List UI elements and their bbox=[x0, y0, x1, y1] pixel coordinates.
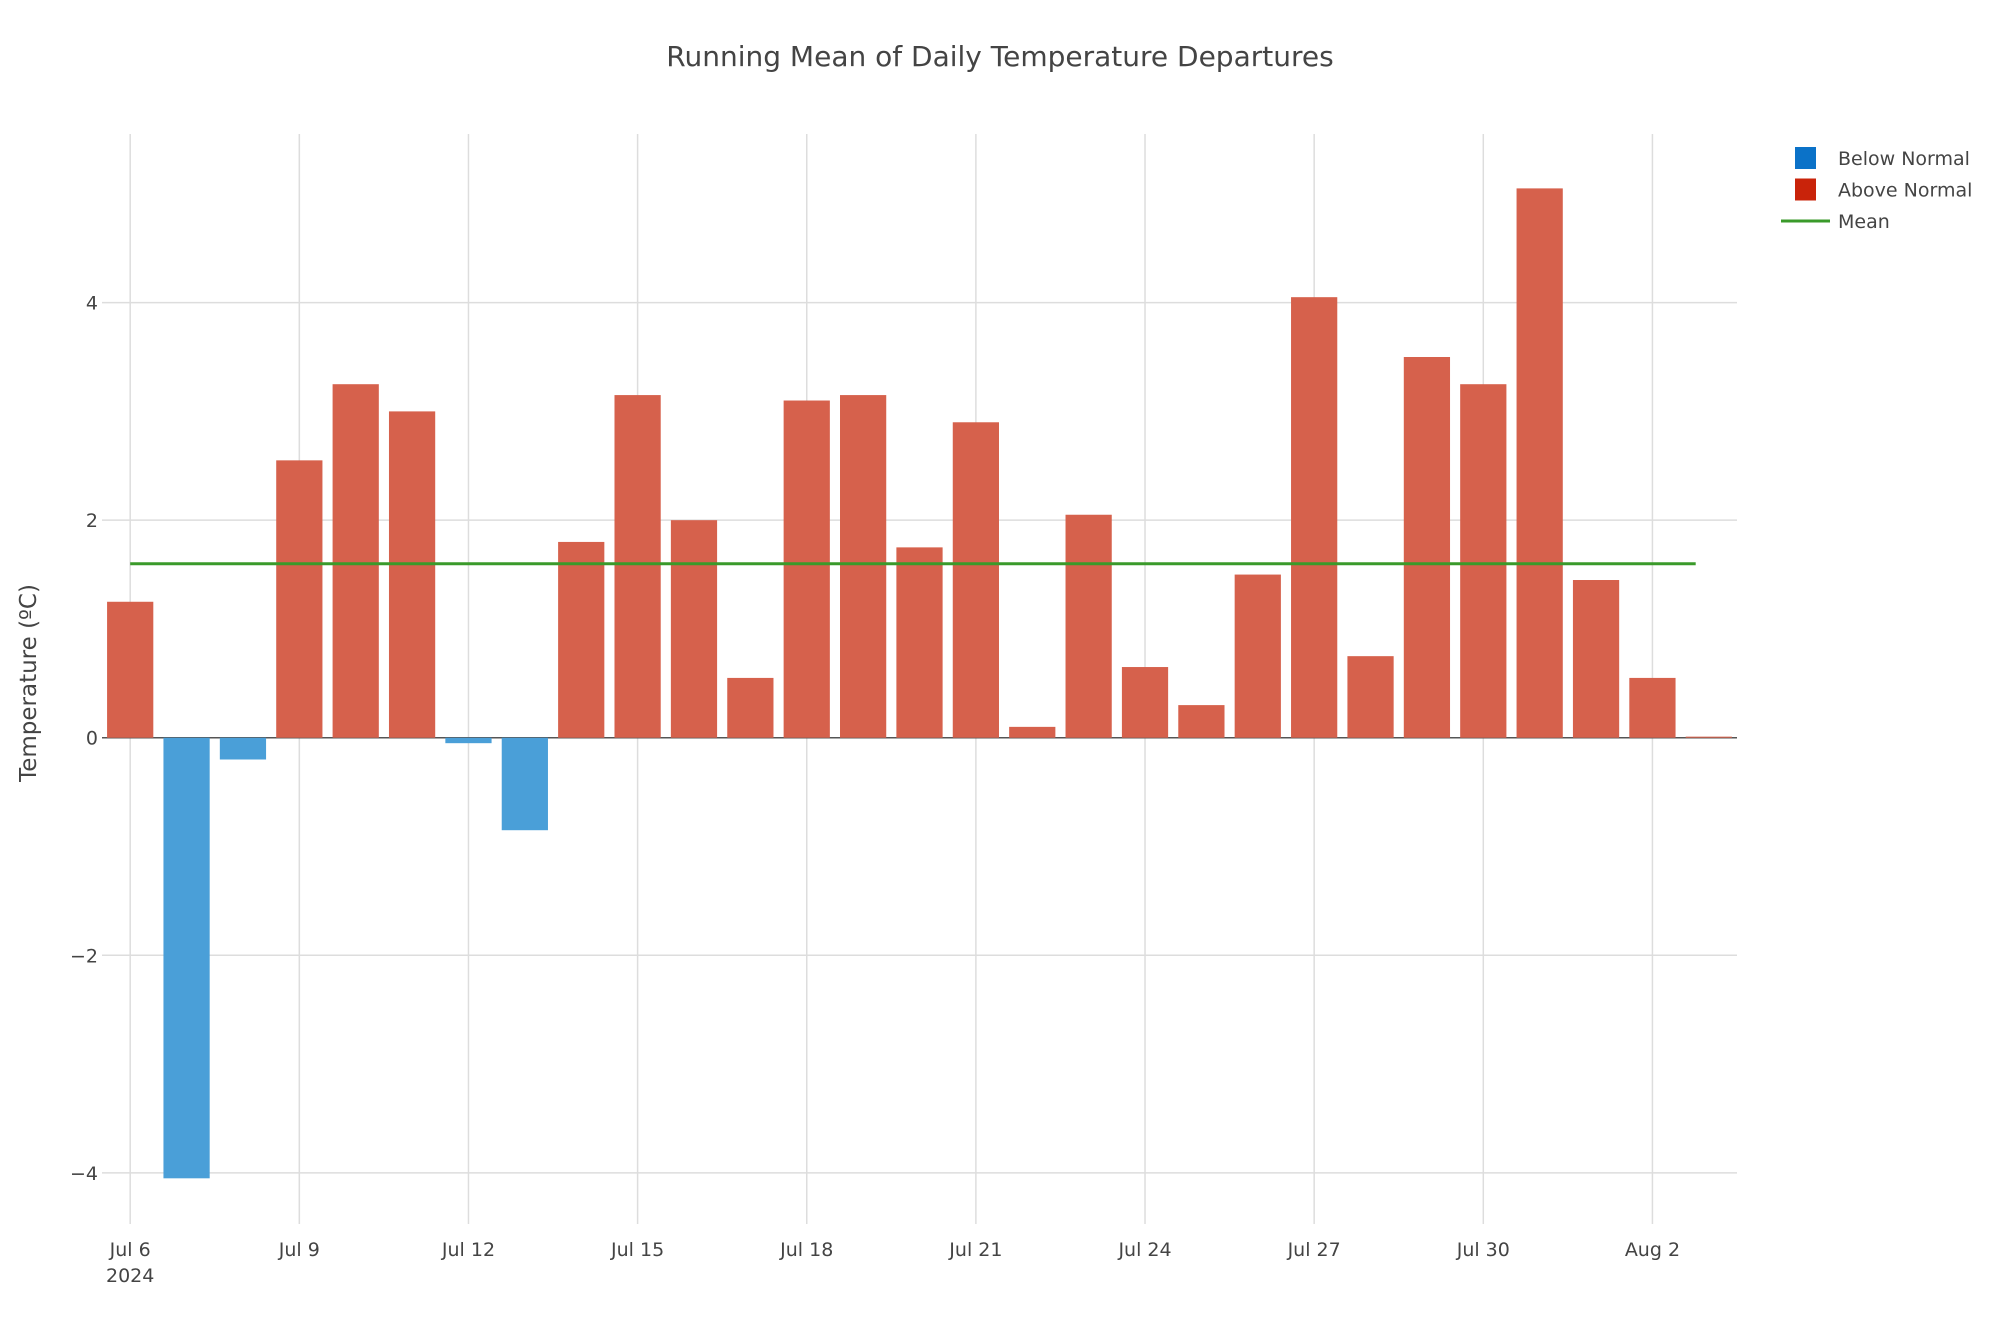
x-tick-label: Jul 21 bbox=[948, 1239, 1002, 1261]
bar-above-normal bbox=[840, 395, 887, 738]
bar-above-normal bbox=[1572, 580, 1620, 738]
bar-below-normal bbox=[445, 737, 492, 744]
y-tick-label: 4 bbox=[86, 293, 98, 315]
bar-above-normal bbox=[1234, 574, 1281, 738]
bar-above-normal bbox=[558, 541, 605, 738]
legend: Below Normal Above Normal Mean bbox=[1781, 147, 1972, 233]
bar-below-normal bbox=[163, 737, 210, 1179]
bar-above-normal bbox=[107, 601, 154, 738]
bars bbox=[107, 188, 1732, 1179]
legend-swatch-icon bbox=[1795, 178, 1816, 201]
bar-above-normal bbox=[1291, 297, 1338, 738]
legend-label: Mean bbox=[1838, 211, 1890, 233]
bar-above-normal bbox=[1403, 357, 1451, 738]
bar-above-normal bbox=[783, 400, 830, 738]
bar-above-normal bbox=[1685, 736, 1732, 738]
x-tick-label: Jul 12 bbox=[441, 1239, 495, 1261]
x-axis-ticks: Jul 6 2024 Jul 9 Jul 12 Jul 15 Jul 18 Jul 21 Ju… bbox=[106, 1239, 1680, 1287]
bar-above-normal bbox=[332, 384, 379, 738]
x-tick-label: Jul 9 bbox=[278, 1239, 320, 1261]
chart-title: Running Mean of Daily Temperature Depart… bbox=[666, 40, 1333, 73]
bar-below-normal bbox=[501, 737, 548, 831]
y-tick-label: 2 bbox=[86, 510, 98, 532]
legend-label: Below Normal bbox=[1838, 148, 1970, 170]
bar-above-normal bbox=[388, 411, 436, 738]
y-axis-ticks: −4 −2 0 2 4 bbox=[70, 293, 98, 1185]
legend-label: Above Normal bbox=[1838, 180, 1972, 202]
x-tick-year-label: 2024 bbox=[106, 1265, 154, 1287]
x-tick-label: Jul 15 bbox=[610, 1239, 664, 1261]
bar-above-normal bbox=[1460, 384, 1507, 738]
bar-above-normal bbox=[896, 547, 943, 738]
bar-above-normal bbox=[1629, 677, 1676, 738]
bar-above-normal bbox=[1178, 705, 1225, 738]
y-axis-label: Temperature (ºC) bbox=[16, 584, 42, 783]
x-tick-label: Jul 27 bbox=[1287, 1239, 1341, 1261]
bar-above-normal bbox=[1121, 667, 1169, 738]
bar-above-normal bbox=[614, 395, 661, 738]
y-tick-label: 0 bbox=[86, 728, 98, 750]
legend-swatch-icon bbox=[1795, 147, 1816, 169]
bar-above-normal bbox=[727, 677, 774, 738]
x-tick-label: Jul 6 bbox=[109, 1239, 151, 1261]
x-tick-label: Aug 2 bbox=[1625, 1239, 1680, 1261]
bar-above-normal bbox=[952, 422, 999, 738]
bar-below-normal bbox=[219, 737, 267, 760]
bar-above-normal bbox=[1516, 188, 1563, 738]
x-tick-label: Jul 18 bbox=[779, 1239, 833, 1261]
bar-above-normal bbox=[1347, 656, 1394, 738]
bar-above-normal bbox=[1009, 726, 1056, 738]
bar-above-normal bbox=[670, 520, 718, 738]
x-tick-label: Jul 24 bbox=[1117, 1239, 1171, 1261]
y-tick-label: −4 bbox=[70, 1163, 98, 1185]
bar-above-normal bbox=[276, 460, 323, 738]
y-tick-label: −2 bbox=[70, 945, 98, 967]
x-tick-label: Jul 30 bbox=[1456, 1239, 1510, 1261]
bar-above-normal bbox=[1065, 514, 1112, 738]
